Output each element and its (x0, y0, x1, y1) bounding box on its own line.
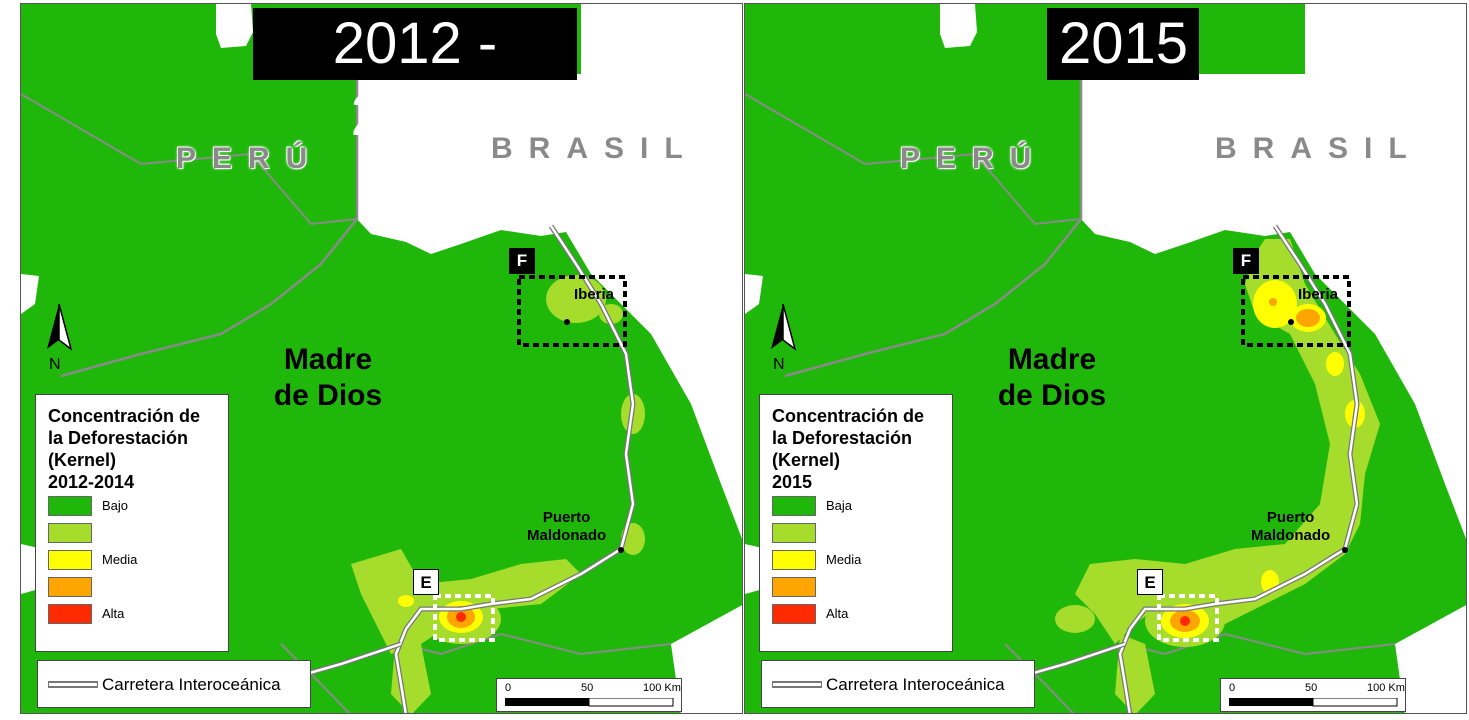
legend-title-line3: (Kernel) (48, 450, 117, 470)
legend-title-line1: Concentración de (772, 406, 925, 426)
legend-label: Media (826, 552, 862, 567)
legend-swatch-baja (772, 496, 816, 516)
region-label-line2: de Dios (273, 379, 383, 412)
period-title: 2015 (1047, 8, 1199, 80)
north-arrow-icon (771, 303, 797, 351)
legend-swatch-media-baja (772, 523, 816, 543)
kernel-hotspots (1055, 239, 1380, 713)
area-tag-e: E (1137, 569, 1163, 595)
city-label-iberia: Iberia (1298, 286, 1339, 303)
country-label-peru: PERÚ (900, 142, 1048, 175)
period-title: 2012 - 2014 (253, 8, 577, 148)
legend-swatch-media-baja (48, 523, 92, 543)
legend-swatch-media (772, 550, 816, 570)
legend-item: Bajo (48, 493, 218, 520)
scale-bar: 0 50 100 Km (496, 678, 682, 712)
north-label: N (773, 356, 785, 373)
legend: Concentración de la Deforestación (Kerne… (35, 394, 229, 652)
country-label-brasil: BRASIL (491, 132, 699, 165)
map-panel-2012-2014: 2012 - 2014 PERÚ BRASIL Madre de Dios Ib… (20, 3, 743, 714)
region-label: Madre de Dios (238, 342, 418, 414)
legend-item: Alta (48, 601, 218, 628)
city-label-puerto-maldonado: Puerto Maldonado (1251, 509, 1330, 545)
legend-title-line3: (Kernel) (772, 450, 841, 470)
country-label-peru: PERÚ (176, 142, 324, 175)
city-label-pm-line2: Maldonado (527, 527, 607, 544)
legend-swatch-alta (772, 604, 816, 624)
scale-tick-50: 50 (581, 682, 594, 694)
legend-title-line4: 2015 (772, 472, 813, 492)
city-label-pm-line2: Maldonado (1251, 527, 1331, 544)
legend-item: Alta (772, 601, 942, 628)
scale-bar-graphic (505, 698, 674, 707)
scale-tick-50: 50 (1305, 682, 1318, 694)
legend-title: Concentración de la Deforestación (Kerne… (48, 405, 218, 493)
region-label-line2: de Dios (997, 379, 1107, 412)
legend-item (48, 574, 218, 601)
road-line-icon (48, 681, 98, 688)
legend-title-line1: Concentración de (48, 406, 201, 426)
legend-label: Bajo (102, 498, 129, 513)
legend-item (48, 520, 218, 547)
region-label-line1: Madre (1007, 343, 1097, 376)
legend-label: Alta (102, 606, 125, 621)
area-tag-f: F (509, 248, 535, 274)
legend-title-line4: 2012-2014 (48, 472, 135, 492)
region-label-line1: Madre (283, 343, 373, 376)
legend-swatch-media-alta (772, 577, 816, 597)
map-panel-2015: 2015 PERÚ BRASIL Madre de Dios Iberia Pu… (744, 3, 1467, 714)
legend-swatch-bajo (48, 496, 92, 516)
scale-bar-graphic (1229, 698, 1398, 707)
legend-label: Alta (826, 606, 849, 621)
legend-label: Media (102, 552, 138, 567)
legend-label: Baja (826, 498, 853, 513)
area-tag-e: E (413, 569, 439, 595)
legend-title-line2: la Deforestación (48, 428, 189, 448)
legend-title: Concentración de la Deforestación (Kerne… (772, 405, 942, 493)
city-label-puerto-maldonado: Puerto Maldonado (527, 509, 606, 545)
scale-tick-100: 100 Km (1367, 682, 1405, 694)
city-label-iberia: Iberia (574, 286, 615, 303)
legend-swatch-alta (48, 604, 92, 624)
legend-item: Media (772, 547, 942, 574)
legend-item (772, 520, 942, 547)
country-label-brasil: BRASIL (1215, 132, 1423, 165)
legend-title-line2: la Deforestación (772, 428, 913, 448)
road-legend-label: Carretera Interoceánica (826, 675, 1005, 694)
scale-tick-0: 0 (1229, 682, 1236, 694)
map-canvas (745, 4, 1466, 713)
city-label-pm-line1: Puerto (1266, 509, 1315, 526)
legend: Concentración de la Deforestación (Kerne… (759, 394, 953, 652)
legend-item (772, 574, 942, 601)
legend-item: Baja (772, 493, 942, 520)
road-legend-label: Carretera Interoceánica (102, 675, 281, 694)
road-line-icon (772, 681, 822, 688)
scale-tick-100: 100 Km (643, 682, 681, 694)
city-label-pm-line1: Puerto (542, 509, 591, 526)
scale-tick-0: 0 (505, 682, 512, 694)
legend-item: Media (48, 547, 218, 574)
legend-swatch-media-alta (48, 577, 92, 597)
legend-swatch-media (48, 550, 92, 570)
area-tag-f: F (1233, 248, 1259, 274)
north-arrow-icon (47, 303, 73, 351)
road-legend: Carretera Interoceánica (37, 660, 311, 708)
scale-bar: 0 50 100 Km (1220, 678, 1406, 712)
road-legend: Carretera Interoceánica (761, 660, 1035, 708)
north-label: N (49, 356, 61, 373)
region-label: Madre de Dios (962, 342, 1142, 414)
